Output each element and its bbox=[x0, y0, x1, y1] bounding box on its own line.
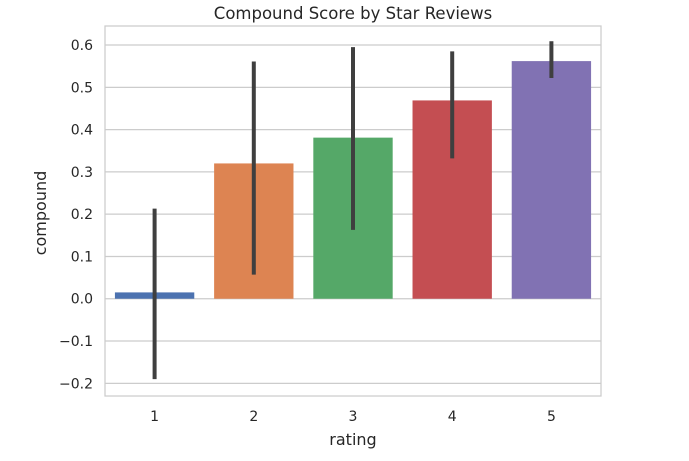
y-tick-label: 0.3 bbox=[71, 165, 93, 181]
x-tick-label: 5 bbox=[547, 409, 556, 425]
plot-frame bbox=[104, 25, 602, 397]
x-tick-label: 3 bbox=[349, 409, 358, 425]
y-axis-label: compound bbox=[31, 171, 50, 256]
y-tick-label: 0.0 bbox=[71, 292, 93, 308]
x-tick-label: 2 bbox=[249, 409, 258, 425]
bar-rating-5 bbox=[511, 61, 592, 299]
y-tick-label: 0.6 bbox=[71, 38, 93, 54]
y-tick-label: −0.2 bbox=[59, 376, 93, 392]
x-tick-labels: 1 2 3 4 5 bbox=[150, 409, 556, 425]
x-tick-label: 1 bbox=[150, 409, 159, 425]
y-tick-label: 0.1 bbox=[71, 249, 93, 265]
y-tick-label: 0.2 bbox=[71, 207, 93, 223]
error-bars-layer bbox=[152, 41, 554, 380]
x-axis-label: rating bbox=[329, 430, 376, 449]
y-tick-label: 0.5 bbox=[71, 80, 93, 96]
x-tick-label: 4 bbox=[448, 409, 457, 425]
y-tick-label: −0.1 bbox=[59, 334, 93, 350]
chart-title: Compound Score by Star Reviews bbox=[214, 4, 492, 23]
y-tick-label: 0.4 bbox=[71, 123, 93, 139]
y-tick-labels: −0.2 −0.1 0.0 0.1 0.2 0.3 0.4 0.5 0.6 bbox=[59, 38, 93, 392]
